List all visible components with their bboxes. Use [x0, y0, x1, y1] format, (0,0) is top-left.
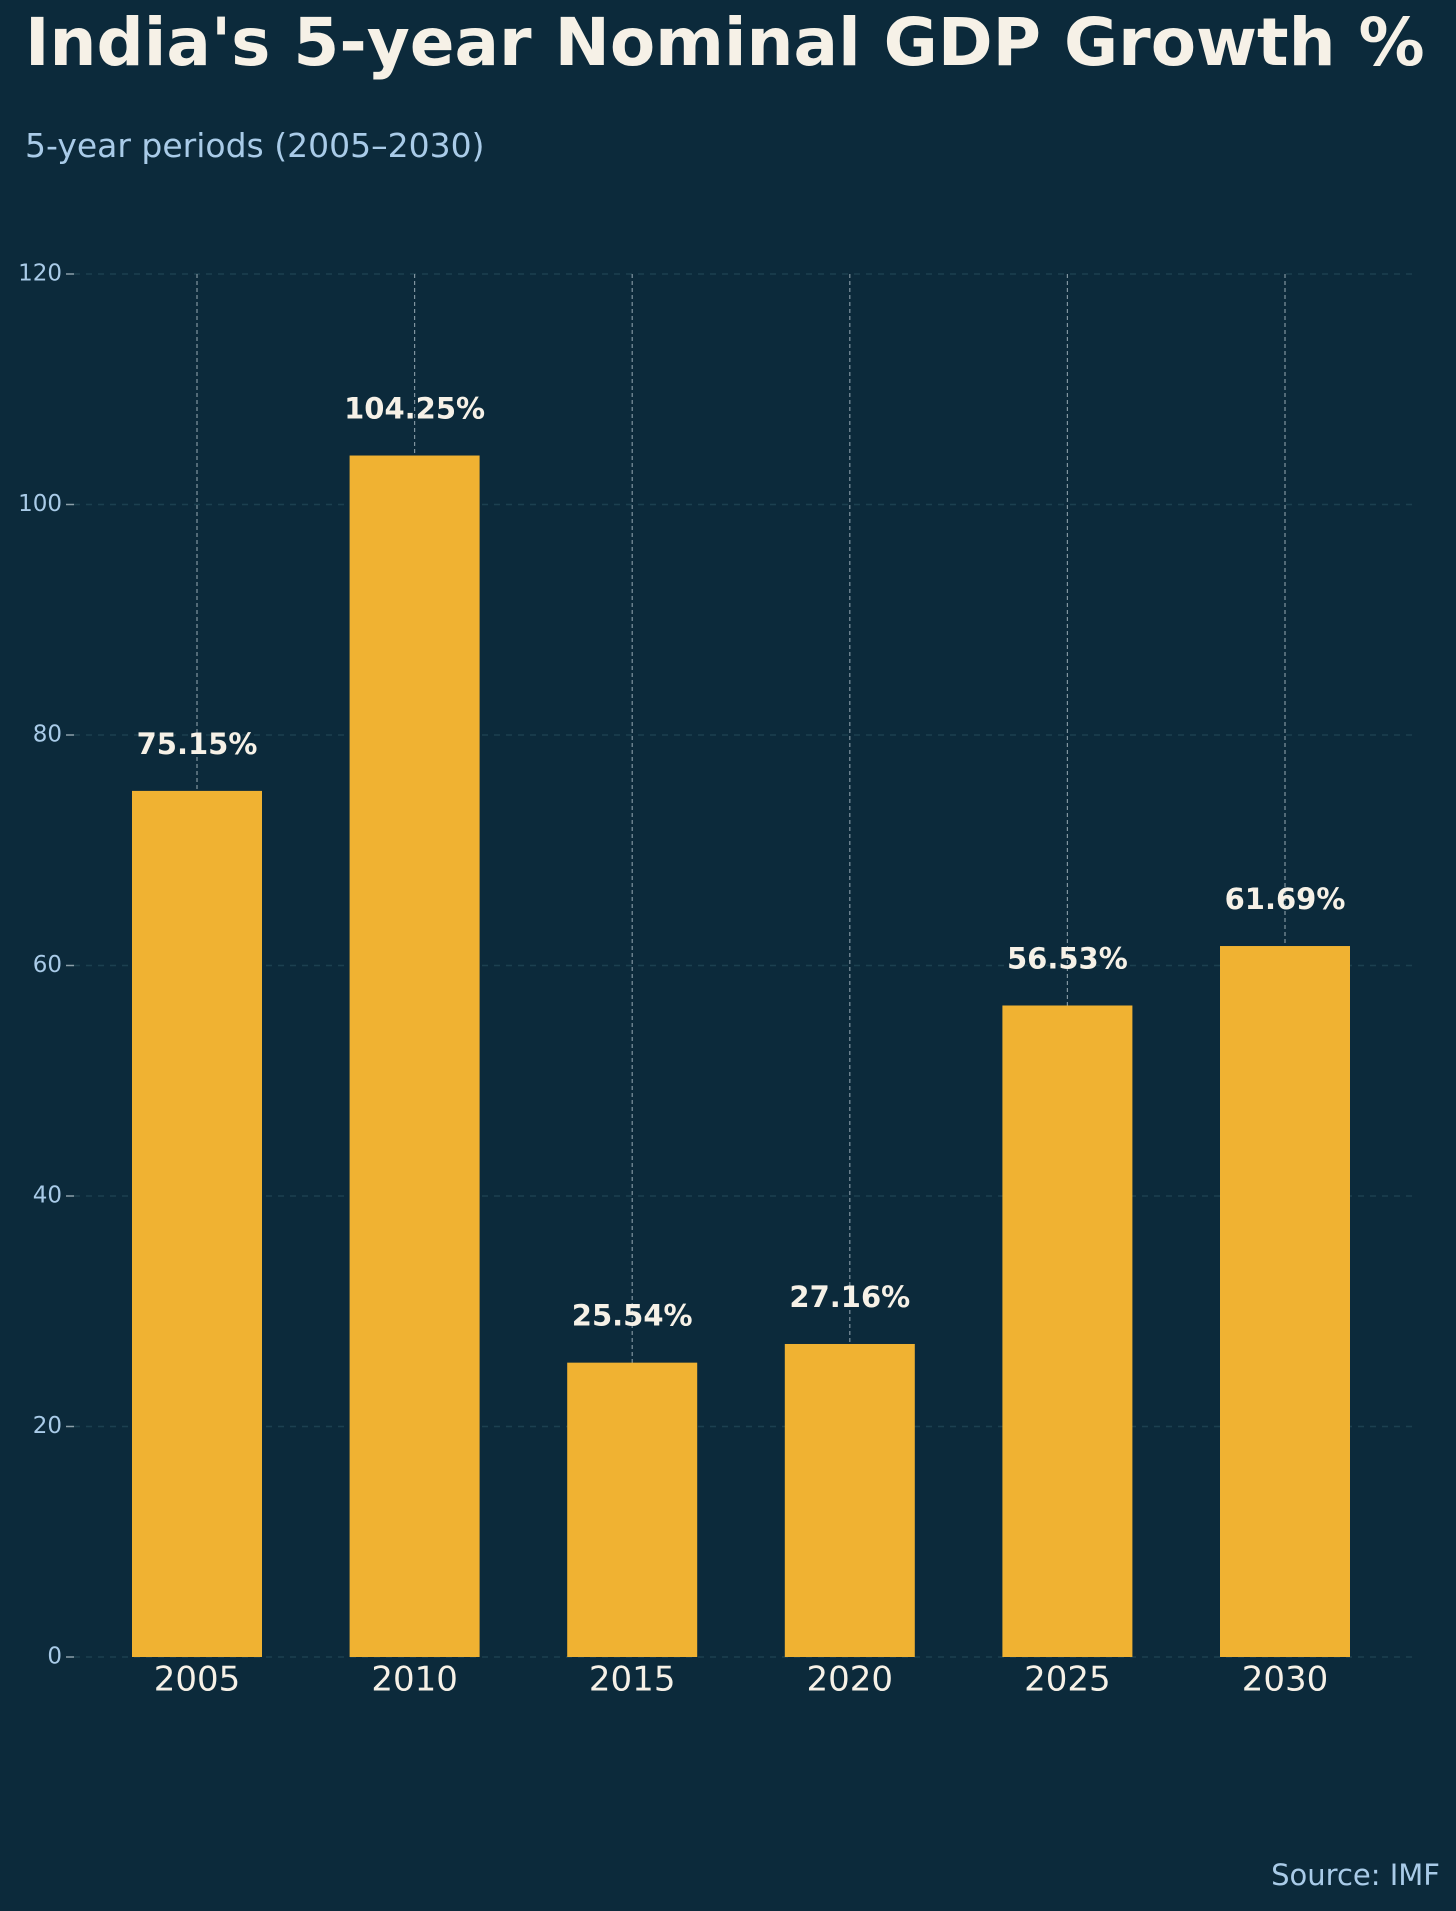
grid-layer [74, 273, 1412, 1658]
y-tick-label-40: 40 [33, 1183, 62, 1209]
y-tick-label-120: 120 [18, 261, 62, 287]
bar-2025 [1002, 1005, 1133, 1657]
bar-2010 [349, 455, 480, 1657]
chart-title: India's 5-year Nominal GDP Growth % [25, 4, 1425, 81]
y-tick-label-100: 100 [18, 491, 62, 517]
x-tick-label-2015: 2015 [589, 1660, 676, 1700]
x-tick-label-2025: 2025 [1024, 1660, 1111, 1700]
x-tick-label-2005: 2005 [154, 1660, 241, 1700]
y-tick-label-0: 0 [47, 1644, 62, 1670]
bars [132, 455, 1350, 1657]
x-tick-label-2010: 2010 [371, 1660, 458, 1700]
x-tick-label-2020: 2020 [807, 1660, 894, 1700]
data-label-2020: 27.16% [789, 1280, 910, 1314]
x-tick-label-2030: 2030 [1242, 1660, 1329, 1700]
data-label-2005: 75.15% [137, 727, 258, 761]
data-label-2025: 56.53% [1007, 941, 1128, 975]
y-tick-label-60: 60 [33, 952, 62, 978]
source-note: Source: IMF [1271, 1858, 1440, 1892]
data-labels: 75.15% 104.25% 25.54% 27.16% 56.53% 61.69% [137, 392, 1346, 1333]
bar-2015 [567, 1362, 698, 1657]
y-tick-label-20: 20 [33, 1413, 62, 1439]
y-tick-label-80: 80 [33, 722, 62, 748]
bar-2030 [1220, 946, 1350, 1657]
chart-subtitle: 5-year periods (2005–2030) [25, 126, 485, 165]
bar-2020 [784, 1343, 915, 1657]
y-axis-ticks: 0 20 40 60 80 100 120 [18, 261, 74, 1670]
data-label-2010: 104.25% [344, 392, 485, 426]
data-label-2030: 61.69% [1225, 882, 1346, 916]
x-axis-ticks: 2005 2010 2015 2020 2025 2030 [154, 1660, 1329, 1700]
data-label-2015: 25.54% [572, 1299, 693, 1333]
bar-2005 [132, 790, 262, 1657]
